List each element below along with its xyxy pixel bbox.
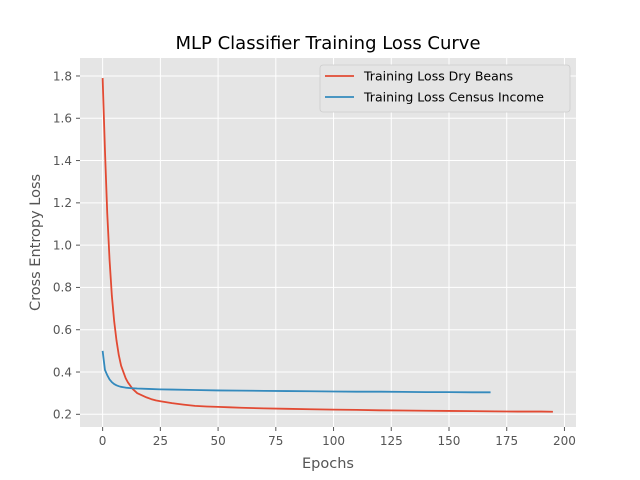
legend-label-census-income: Training Loss Census Income — [363, 90, 544, 105]
y-tick-label: 0.4 — [53, 365, 72, 379]
x-tick-label: 200 — [553, 434, 576, 448]
y-tick-label: 1.4 — [53, 154, 72, 168]
y-tick-label: 1.8 — [53, 69, 72, 83]
series-line-census-income — [101, 350, 491, 394]
legend: Training Loss Dry Beans Training Loss Ce… — [319, 64, 571, 113]
x-axis-label: Epochs — [302, 456, 354, 472]
grid-lines — [80, 58, 576, 427]
x-tick-label: 0 — [99, 434, 107, 448]
legend-label-dry-beans: Training Loss Dry Beans — [363, 69, 513, 84]
series-line-dry-beans — [101, 78, 553, 413]
y-tick-label: 0.6 — [53, 323, 72, 337]
x-tick-label: 100 — [322, 434, 345, 448]
x-tick-label: 50 — [210, 434, 225, 448]
series-layer — [101, 78, 553, 413]
x-tick-label: 125 — [380, 434, 403, 448]
x-tick-label: 150 — [438, 434, 461, 448]
x-tick-label: 175 — [495, 434, 518, 448]
axis-ticks: 0 25 50 75 100 125 150 175 200 0.2 0.4 0.6 0.8 1.0 1.2… — [53, 69, 576, 448]
x-tick-label: 75 — [268, 434, 283, 448]
y-axis-label: Cross Entropy Loss — [28, 174, 44, 311]
y-tick-label: 1.2 — [53, 196, 72, 210]
chart-title: MLP Classifier Training Loss Curve — [175, 33, 480, 54]
legend-box — [319, 64, 571, 113]
y-tick-label: 0.8 — [53, 281, 72, 295]
y-tick-label: 0.2 — [53, 408, 72, 422]
y-tick-label: 1.6 — [53, 112, 72, 126]
y-tick-label: 1.0 — [53, 238, 72, 252]
x-tick-label: 25 — [153, 434, 168, 448]
plot-background — [80, 58, 576, 427]
